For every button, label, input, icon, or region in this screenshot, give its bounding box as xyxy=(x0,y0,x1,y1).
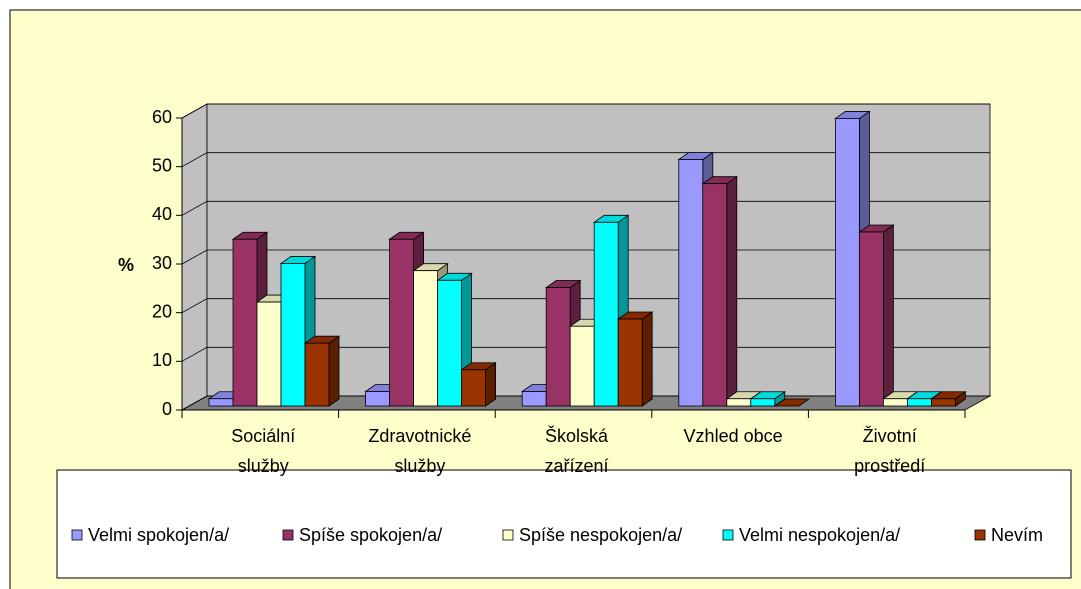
legend-swatch xyxy=(282,529,294,541)
legend-swatch xyxy=(502,529,514,541)
bar xyxy=(303,335,341,407)
bar xyxy=(616,311,654,407)
bar-front xyxy=(569,325,595,407)
bar-front xyxy=(617,318,643,407)
legend-label: Velmi spokojen/a/ xyxy=(88,525,229,545)
bar-front xyxy=(437,279,463,407)
legend xyxy=(56,469,1072,579)
grid-line xyxy=(181,103,990,119)
bar xyxy=(749,390,787,407)
bar-side xyxy=(328,335,340,407)
x-tick-label: Vzhled obce xyxy=(684,426,783,446)
bar-front xyxy=(304,342,330,407)
bar-top xyxy=(773,398,811,407)
bar xyxy=(773,398,811,407)
y-axis-label: % xyxy=(118,255,134,275)
x-tick-label: služby xyxy=(238,456,289,476)
legend-label: Velmi nespokojen/a/ xyxy=(739,525,900,545)
y-tick-label: 30 xyxy=(152,253,172,273)
bar xyxy=(930,390,967,407)
legend-label: Nevím xyxy=(991,525,1043,545)
x-tick-label: Životní xyxy=(863,426,917,446)
legend-label: Spíše nespokojen/a/ xyxy=(519,525,682,545)
legend-items: Velmi spokojen/a/Spíše spokojen/a/Spíše … xyxy=(71,525,1043,545)
bar-front xyxy=(883,398,908,407)
bar xyxy=(701,175,739,407)
grid-line xyxy=(181,152,990,168)
bar-side xyxy=(883,224,894,407)
bar-side xyxy=(726,175,738,407)
bar-front xyxy=(256,301,282,407)
bar-front xyxy=(389,238,415,407)
x-tick-label: Zdravotnické xyxy=(368,426,471,446)
bar-front xyxy=(859,231,884,407)
bar-front xyxy=(232,238,258,407)
legend-swatch xyxy=(71,529,83,541)
x-tick-label: Školská xyxy=(545,425,609,446)
legend-swatch xyxy=(722,529,734,541)
bar-front xyxy=(835,118,860,407)
legend-swatch xyxy=(974,529,986,541)
bar-front xyxy=(931,398,956,407)
legend-label: Spíše spokojen/a/ xyxy=(299,525,442,545)
bar-front xyxy=(593,221,619,407)
bar-side xyxy=(641,311,653,407)
x-tick-label: služby xyxy=(394,456,445,476)
bars xyxy=(207,110,967,407)
y-tick-label: 20 xyxy=(152,301,172,321)
x-tick-label: prostředí xyxy=(854,456,925,476)
x-tick-label: Sociální xyxy=(231,426,295,446)
bar-front xyxy=(750,398,776,407)
y-tick-label: 50 xyxy=(152,155,172,175)
y-tick-label: 40 xyxy=(152,204,172,224)
bar-side xyxy=(485,361,497,407)
y-tick-label: 10 xyxy=(152,350,172,370)
bar-front xyxy=(545,287,571,407)
bar-front xyxy=(678,159,704,407)
bar-front xyxy=(365,391,391,407)
bar-front xyxy=(413,270,439,407)
bar xyxy=(460,361,497,407)
bar-front xyxy=(726,398,752,407)
bar-front xyxy=(461,369,487,407)
bar-front xyxy=(702,183,728,407)
bar xyxy=(858,224,895,407)
bar-front xyxy=(521,391,547,407)
y-tick-label: 60 xyxy=(152,107,172,127)
bar-front xyxy=(280,263,306,407)
x-tick-label: zařízení xyxy=(544,456,608,476)
y-tick-label: 0 xyxy=(162,399,172,419)
bar-front xyxy=(208,398,234,407)
bar-front xyxy=(907,398,932,407)
